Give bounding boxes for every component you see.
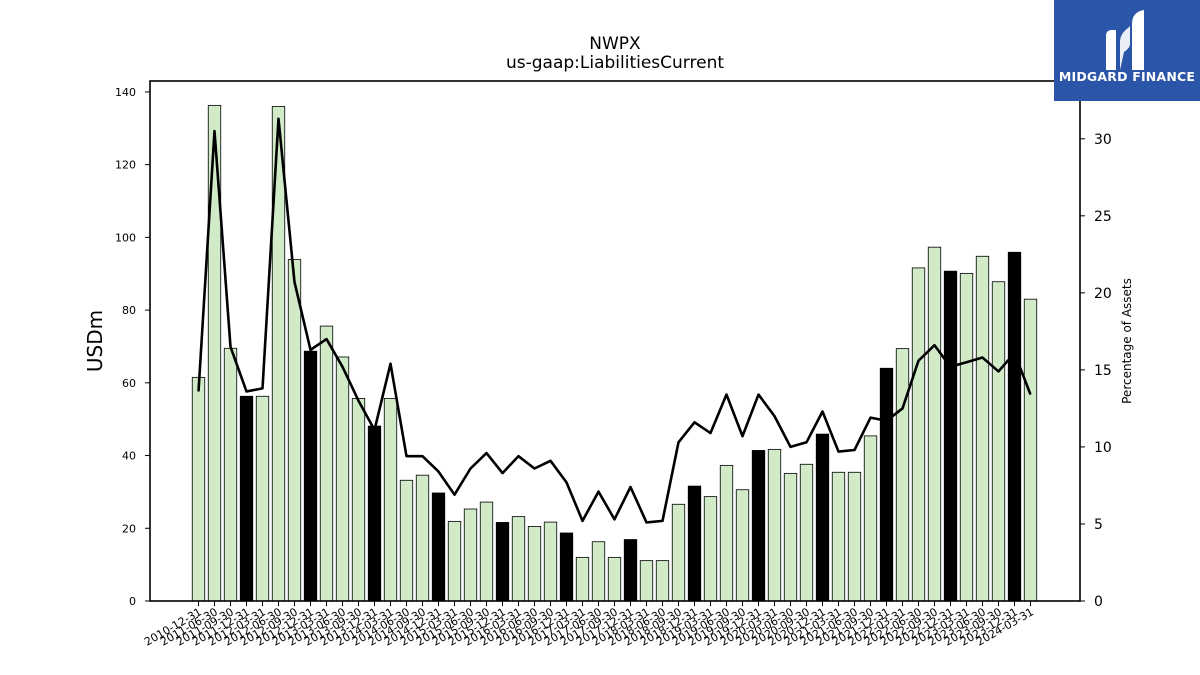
- bar-2018-12-31: [687, 485, 702, 602]
- y-tick-label: 40: [122, 450, 136, 463]
- bar-2021-06-30: [847, 471, 862, 602]
- bar-2023-06-30: [975, 255, 990, 602]
- bar-2017-06-30: [591, 541, 606, 602]
- y-tick-label: 100: [115, 231, 136, 244]
- bar-2015-12-31: [495, 522, 510, 602]
- y-axis-left: 0 20 40 60 80 100 120 140: [115, 86, 150, 608]
- y2-tick-label: 15: [1094, 363, 1112, 379]
- bar-2013-12-31: [367, 425, 382, 602]
- y2-tick-label: 25: [1094, 209, 1112, 225]
- y-tick-label: 80: [122, 304, 136, 317]
- bar-2019-12-31: [751, 450, 766, 602]
- y-axis-right: 0 5 10 15 20 25 30: [1080, 132, 1112, 610]
- bar-2015-03-31: [447, 520, 462, 602]
- bar-2014-09-30: [415, 474, 430, 602]
- y2-tick-label: 20: [1094, 286, 1112, 302]
- bar-2014-03-31: [383, 398, 398, 602]
- bar-2016-03-31: [511, 516, 526, 602]
- bar-2012-09-30: [287, 259, 302, 602]
- bar-2018-06-30: [655, 560, 670, 602]
- midgard-logo-icon: [1106, 10, 1144, 70]
- bar-2016-12-31: [559, 532, 574, 602]
- chart-subtitle: us-gaap:LiabilitiesCurrent: [506, 53, 724, 73]
- bar-2020-09-30: [799, 463, 814, 602]
- bar-2022-09-30: [927, 246, 942, 602]
- bar-2013-09-30: [351, 398, 366, 602]
- y-tick-label: 140: [115, 86, 136, 99]
- y-tick-label: 20: [122, 522, 136, 535]
- bar-2020-06-30: [783, 472, 798, 602]
- bar-2015-09-30: [479, 501, 494, 602]
- y2-tick-label: 30: [1094, 132, 1112, 148]
- bar-2013-06-30: [335, 356, 350, 602]
- bar-2017-09-30: [607, 556, 622, 602]
- bar-2021-12-31: [879, 367, 894, 602]
- bar-2016-09-30: [543, 521, 558, 602]
- chart-title: NWPX: [589, 34, 641, 54]
- bar-2020-03-31: [767, 448, 782, 602]
- bar-2014-12-31: [431, 492, 446, 602]
- bar-2023-03-31: [959, 272, 974, 602]
- bar-2019-06-30: [719, 464, 734, 602]
- bar-2016-06-30: [527, 526, 542, 602]
- bar-2021-03-31: [831, 471, 846, 602]
- y-tick-label: 120: [115, 159, 136, 172]
- bar-2018-09-30: [671, 503, 686, 602]
- x-axis: 2010-12-312011-06-302011-09-302011-12-31…: [142, 601, 1036, 649]
- brand-name: MIDGARD FINANCE: [1058, 69, 1196, 84]
- bar-2011-03-31: [191, 376, 206, 602]
- bar-2020-12-31: [815, 433, 830, 602]
- bar-2023-09-30: [991, 281, 1006, 602]
- bar-2012-12-31: [303, 350, 318, 602]
- bar-2022-06-30: [911, 267, 926, 602]
- series-line: [197, 117, 1032, 524]
- bar-2015-06-30: [463, 508, 478, 602]
- bar-2017-12-31: [623, 539, 638, 602]
- y2-tick-label: 0: [1094, 594, 1103, 610]
- bars-group: [191, 104, 1038, 602]
- bar-2011-12-31: [239, 395, 254, 602]
- bar-2023-12-31: [1007, 251, 1022, 602]
- line-layer: [197, 117, 1032, 524]
- y-axis-label: USDm: [83, 310, 107, 372]
- bar-2019-03-31: [703, 496, 718, 602]
- y-tick-label: 60: [122, 377, 136, 390]
- bar-2021-09-30: [863, 435, 878, 602]
- bar-2022-12-31: [943, 270, 958, 602]
- midgard-finance-logo: MIDGARD FINANCE: [1054, 0, 1200, 101]
- bar-2017-03-31: [575, 556, 590, 602]
- y2-tick-label: 10: [1094, 440, 1112, 456]
- bar-2018-03-31: [639, 560, 654, 602]
- bar-2013-03-31: [319, 325, 334, 602]
- bar-2019-09-30: [735, 489, 750, 602]
- bar-2022-03-31: [895, 348, 910, 602]
- bar-2014-06-30: [399, 479, 414, 602]
- bar-2024-03-31: [1023, 298, 1038, 602]
- bar-2011-09-30: [223, 347, 238, 602]
- y2-tick-label: 5: [1094, 517, 1103, 533]
- y-tick-label: 0: [129, 595, 136, 608]
- y2-axis-label: Percentage of Assets: [1120, 278, 1134, 404]
- bar-2012-03-31: [255, 395, 270, 602]
